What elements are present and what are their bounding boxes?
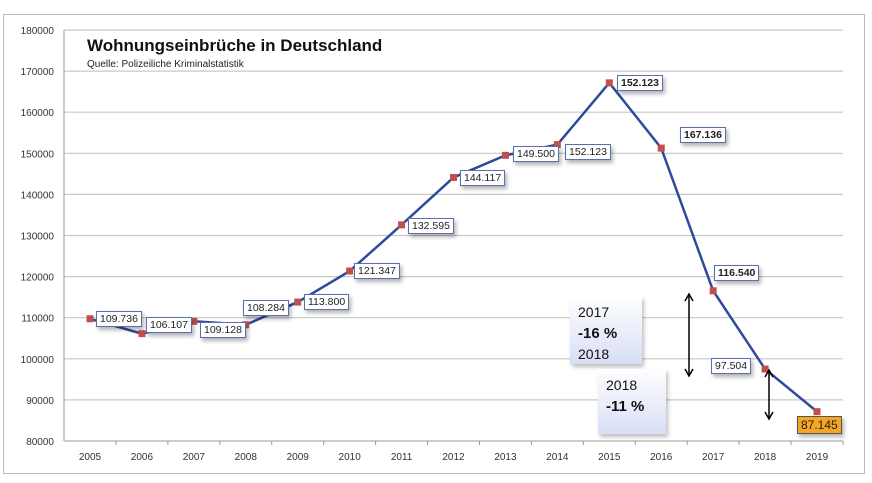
- x-tick-label: 2018: [754, 452, 777, 463]
- annotation-year: 2018: [606, 377, 638, 393]
- data-label: 144.117: [460, 170, 506, 186]
- data-label: 152.123: [565, 144, 611, 160]
- data-point: [190, 317, 198, 325]
- y-tick-label: 150000: [21, 149, 55, 160]
- arrow-head: [684, 292, 694, 302]
- data-point: [709, 287, 717, 295]
- annotation-2017-2018: 2017 -16 % 2018: [570, 296, 642, 364]
- x-tick-label: 2012: [442, 452, 465, 463]
- data-point: [553, 141, 561, 149]
- y-tick-label: 140000: [21, 190, 55, 201]
- x-tick-label: 2017: [702, 452, 725, 463]
- y-tick-label: 130000: [21, 232, 55, 243]
- data-point: [501, 151, 509, 159]
- data-label: 132.595: [408, 218, 454, 234]
- x-tick-label: 2015: [598, 452, 621, 463]
- y-tick-label: 90000: [26, 396, 54, 407]
- annotation-percent: -16 %: [578, 325, 618, 342]
- annotation-year-to: 2018: [578, 346, 610, 362]
- data-point: [294, 298, 302, 306]
- annotation-2018: 2018 -11 %: [598, 369, 666, 434]
- x-tick-label: 2014: [546, 452, 569, 463]
- y-tick-label: 100000: [21, 355, 55, 366]
- y-tick-label: 170000: [21, 67, 55, 78]
- chart-subtitle: Quelle: Polizeiliche Kriminalstatistik: [87, 59, 244, 70]
- data-point: [346, 267, 354, 275]
- x-tick-label: 2005: [79, 452, 102, 463]
- arrow-head: [684, 368, 694, 378]
- x-tick-label: 2008: [235, 452, 258, 463]
- x-tick-label: 2006: [131, 452, 154, 463]
- y-tick-label: 110000: [21, 314, 54, 325]
- y-tick-label: 180000: [21, 26, 55, 37]
- data-label: 152.123: [617, 75, 663, 91]
- data-label: 167.136: [680, 127, 726, 143]
- x-tick-label: 2016: [650, 452, 673, 463]
- x-tick-label: 2009: [287, 452, 310, 463]
- data-point: [138, 330, 146, 338]
- x-tick-label: 2013: [494, 452, 517, 463]
- data-point: [761, 365, 769, 373]
- x-tick-label: 2011: [391, 452, 413, 463]
- annotation-percent: -11 %: [606, 398, 645, 415]
- data-point: [657, 144, 665, 152]
- annotation-year-from: 2017: [578, 304, 610, 320]
- data-point: [450, 173, 458, 181]
- data-label: 87.145: [797, 416, 842, 434]
- x-tick-label: 2010: [339, 452, 362, 463]
- data-label: 108.284: [243, 300, 289, 316]
- chart-frame: [3, 14, 865, 474]
- data-label: 116.540: [714, 265, 760, 281]
- data-label: 149.500: [513, 146, 559, 162]
- y-tick-label: 120000: [21, 273, 55, 284]
- data-label: 97.504: [711, 358, 752, 374]
- x-tick-label: 2019: [806, 452, 829, 463]
- arrow-head: [764, 411, 774, 421]
- data-label: 109.128: [200, 322, 246, 338]
- data-label: 113.800: [304, 294, 350, 310]
- chart-title: Wohnungseinbrüche in Deutschland: [87, 36, 383, 55]
- data-label: 106.107: [146, 317, 192, 333]
- data-point: [605, 79, 613, 87]
- data-label: 121.347: [354, 263, 400, 279]
- data-point: [813, 408, 821, 416]
- data-point: [86, 315, 94, 323]
- y-tick-label: 80000: [26, 437, 54, 448]
- y-tick-label: 160000: [21, 108, 55, 119]
- arrow-head: [764, 368, 774, 378]
- data-label: 109.736: [96, 311, 142, 327]
- x-tick-label: 2007: [183, 452, 206, 463]
- data-point: [398, 221, 406, 229]
